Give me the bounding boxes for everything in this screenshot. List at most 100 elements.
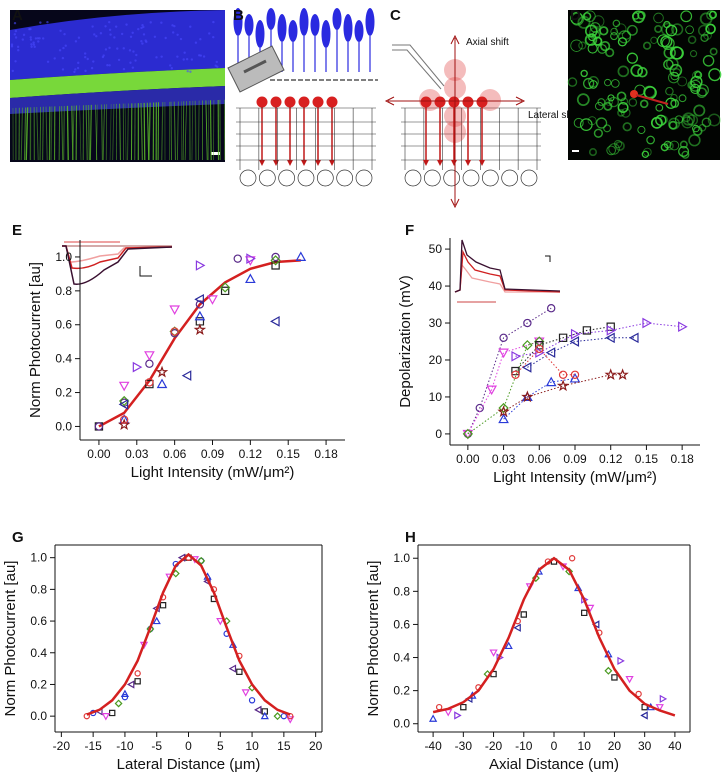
terminal [329,160,335,166]
marker [117,418,131,431]
x-tick-label: 40 [668,739,682,753]
cell [687,80,696,90]
cell [660,22,675,37]
x-tick-label: 0.03 [125,447,149,461]
cell [620,97,629,106]
nucleus [122,47,125,50]
cell [663,20,671,29]
nucleus [117,58,121,62]
cell [663,59,674,70]
y-axis-label: Norm Photocurrent [au] [365,561,382,717]
cell [665,24,678,37]
bipolar-cell [501,169,519,187]
y-tick-label: 0.4 [55,352,72,366]
fiber [87,104,91,161]
photoreceptor [233,8,243,36]
nucleus [38,37,41,40]
series-line [515,326,611,372]
nucleus [170,67,174,70]
marker [170,327,179,336]
nucleus [73,70,76,74]
scale-bar [139,266,152,277]
x-tick-label: -30 [455,739,473,753]
marker [523,318,532,328]
cell [665,141,674,151]
nucleus [140,26,143,30]
fiber [184,101,187,161]
nucleus [90,66,94,70]
cell [599,40,611,52]
cell [687,35,697,45]
x-axis-label: Light Intensity (mW/μm²) [131,464,295,481]
cell [617,108,625,117]
fiber [61,106,64,161]
panel-label: H [405,529,416,546]
y-tick-label: 20 [429,353,443,367]
y-tick-label: 0.8 [55,284,72,298]
fiber [124,103,127,161]
nucleus [93,33,96,36]
y-tick-label: 0.4 [30,646,47,660]
nucleus [108,64,111,67]
marker [146,625,155,633]
nucleus [109,33,112,36]
cell [617,101,629,113]
x-tick-label: 0.03 [492,452,516,466]
cell [603,124,612,133]
marker [286,716,295,724]
nucleus [179,37,183,41]
nucleus [186,70,189,73]
nucleus [36,37,40,40]
rod [312,96,324,108]
x-tick-label: -5 [151,739,162,753]
photoreceptor [321,20,331,48]
charts: 0.00 0.03 0.06 0.09 0.12 0.15 0.180.00.20.40.6… [2,238,700,773]
x-tick-label: 30 [638,739,652,753]
cell [696,84,709,97]
nucleus [182,58,185,61]
fiber [173,101,177,161]
x-tick-label: 0.12 [599,452,623,466]
bipolar-cell [239,169,257,187]
nucleus [83,52,87,55]
cell [669,46,684,60]
nucleus [142,33,146,36]
x-tick-label: 0.06 [163,447,187,461]
fiber [176,101,179,161]
terminal [423,160,429,166]
nucleus [77,61,80,65]
cell [702,55,715,67]
cell [589,22,601,33]
nucleus [92,60,95,63]
marker [556,379,570,392]
marker [156,378,168,389]
cell [597,44,607,54]
x-tick-label: 0.09 [563,452,587,466]
marker [545,376,557,387]
marker [504,641,513,650]
cell [668,120,678,130]
terminal [259,160,265,166]
cell [686,114,699,126]
nucleus [108,28,112,32]
y-tick-label: 0.2 [393,684,410,698]
x-tick-label: -10 [116,739,134,753]
x-tick-label: 0.12 [239,447,263,461]
cell [610,27,619,36]
rod [420,96,432,108]
cell [669,140,680,151]
y-tick-label: 0.4 [393,651,410,665]
scale-bar [211,152,220,155]
nucleus [142,25,145,29]
fluorescence-image [567,10,722,160]
marker [270,255,281,266]
marker [194,293,204,305]
cell [628,97,638,107]
cell [693,104,706,117]
nucleus [101,55,105,59]
terminal [451,160,457,166]
cell [674,115,684,124]
marker [511,370,520,379]
cell [620,108,631,118]
